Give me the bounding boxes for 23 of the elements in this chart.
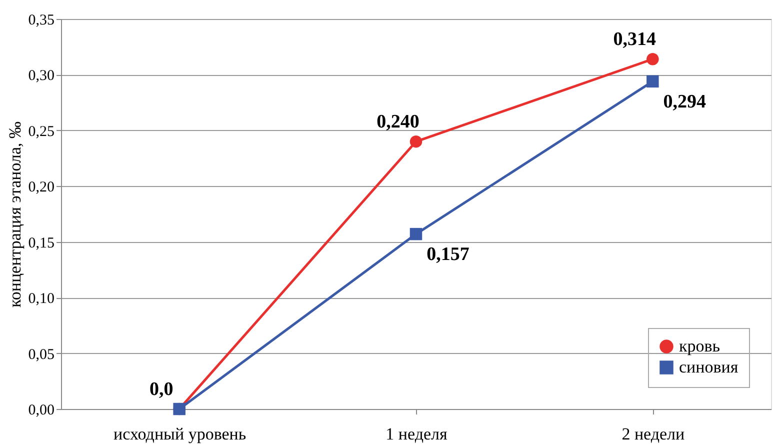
data-label: 0,294 (663, 91, 707, 112)
data-label: 0,157 (426, 244, 470, 266)
y-tick-label: 0,10 (28, 291, 54, 308)
y-tick-label: 0,00 (28, 402, 54, 418)
y-tick-label: 0,15 (28, 235, 54, 252)
data-label: 0,240 (376, 112, 420, 133)
point (646, 75, 659, 88)
y-tick-label: 0,35 (28, 12, 54, 28)
legend-label: кровь (679, 336, 720, 356)
y-tick-label: 0,25 (28, 124, 54, 140)
x-tick-label: исходный уровень (114, 424, 246, 444)
y-tick-label: 0,05 (28, 346, 54, 363)
point (410, 135, 422, 148)
legend-label: синовия (679, 358, 738, 376)
data-label: 0,0 (149, 379, 174, 400)
y-tick-label: 0,30 (28, 68, 54, 84)
point (410, 228, 422, 240)
x-tick-label: 2 недели (622, 424, 685, 444)
data-label: 0,314 (613, 29, 657, 50)
y-tick-label: 0,20 (28, 180, 54, 196)
x-tick-label: 1 неделя (386, 424, 448, 444)
y-axis-title: концентрация этанола, ‰ (5, 121, 24, 308)
point (646, 53, 659, 66)
